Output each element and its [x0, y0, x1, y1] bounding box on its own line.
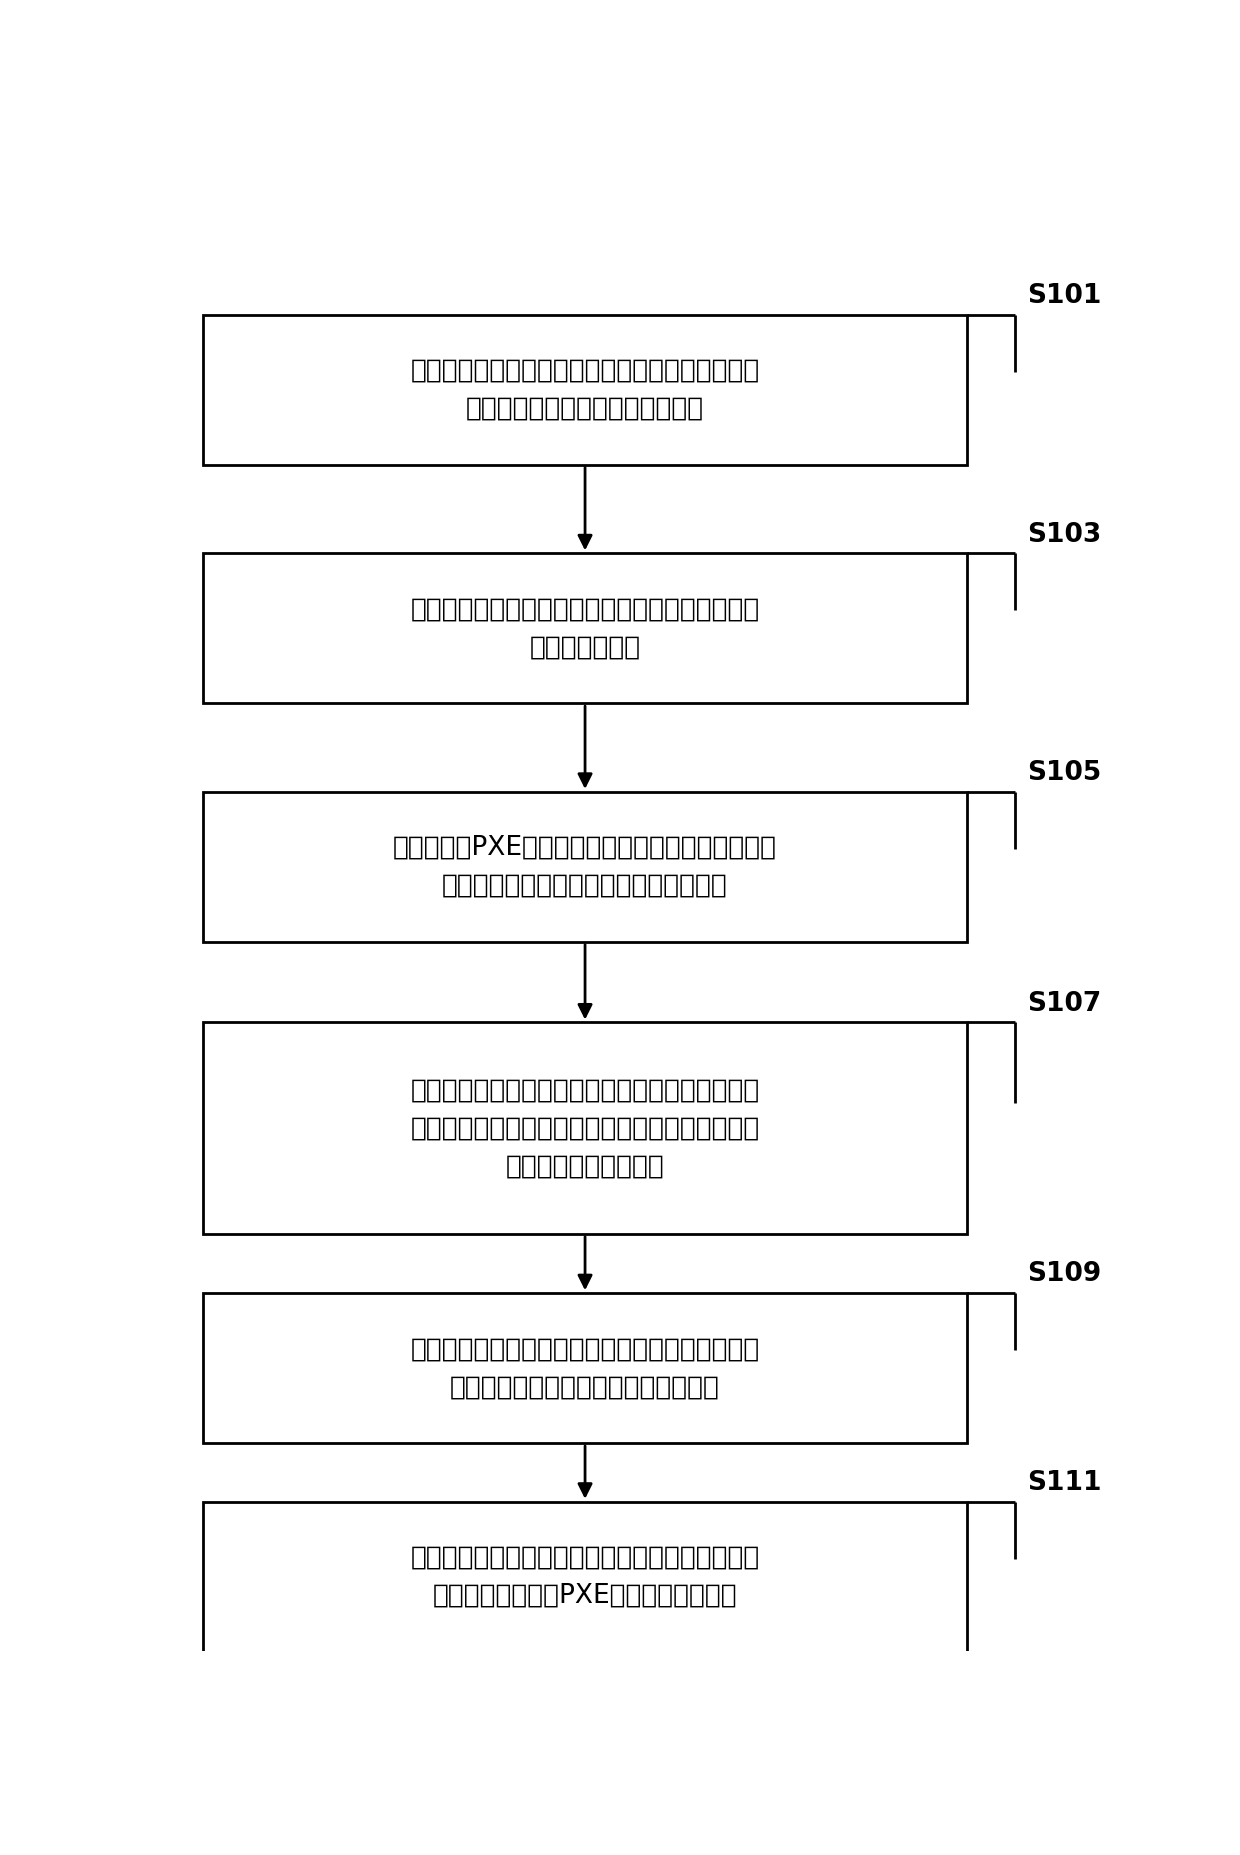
Bar [203, 553, 967, 703]
Bar [203, 792, 967, 942]
Bar [203, 1022, 967, 1234]
Text: 使用修改过的网络引导文件、引导安装脚本、存储
系统安装脚本更新文件系统的目标文件: 使用修改过的网络引导文件、引导安装脚本、存储 系统安装脚本更新文件系统的目标文件 [410, 1336, 760, 1401]
Bar [203, 1293, 967, 1443]
Text: S107: S107 [1027, 991, 1101, 1017]
Bar [203, 315, 967, 466]
Text: 将更新过的文件系统的目标文件和存储系统镜像存
入存储空间以通过PXE网络灌装存储系统: 将更新过的文件系统的目标文件和存储系统镜像存 入存储空间以通过PXE网络灌装存储… [410, 1545, 760, 1608]
Text: S111: S111 [1027, 1469, 1101, 1495]
Text: S109: S109 [1027, 1261, 1101, 1287]
Text: S105: S105 [1027, 761, 1101, 787]
Text: S101: S101 [1027, 284, 1101, 310]
Text: 配置网络文件系统服务，并为系统镜像文件划分存
储空间以使网络文件系统共享生效: 配置网络文件系统服务，并为系统镜像文件划分存 储空间以使网络文件系统共享生效 [410, 358, 760, 421]
Text: 临时挂载存储系统镜像以从存储系统镜像中提取存
储系统安装脚本: 临时挂载存储系统镜像以从存储系统镜像中提取存 储系统安装脚本 [410, 595, 760, 660]
Bar [203, 1503, 967, 1651]
Text: 解压文件系统的目标文件以提取网络引导文件，并
向网络引导文件的网络文件系统共享分支判断中增
加并执行引导安装脚本: 解压文件系统的目标文件以提取网络引导文件，并 向网络引导文件的网络文件系统共享分… [410, 1078, 760, 1180]
Text: S103: S103 [1027, 521, 1101, 547]
Text: 生成在受到PXE网络引导时解压文件系统的目标文件
并启动存储系统安装脚本的引导安装脚本: 生成在受到PXE网络引导时解压文件系统的目标文件 并启动存储系统安装脚本的引导安… [393, 835, 777, 900]
